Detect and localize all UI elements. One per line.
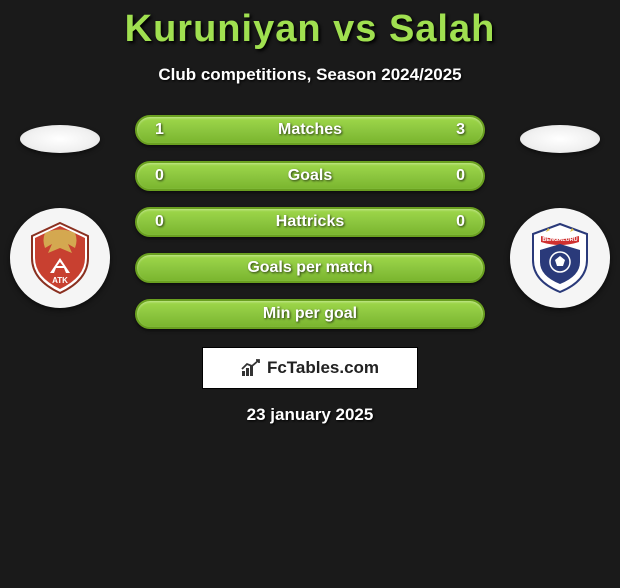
chart-icon: [241, 359, 261, 377]
svg-text:BENGALURU: BENGALURU: [542, 237, 577, 243]
comparison-panel: ATK BENGALURU 1 Matches 3 0 Goals: [0, 115, 620, 425]
page-title: Kuruniyan vs Salah: [0, 8, 620, 51]
stat-row-hattricks: 0 Hattricks 0: [135, 207, 485, 237]
stat-right-value: 0: [456, 167, 465, 185]
stat-row-goals-per-match: Goals per match: [135, 253, 485, 283]
stat-left-value: 0: [155, 167, 164, 185]
date-text: 23 january 2025: [247, 405, 374, 425]
bengaluru-badge-icon: BENGALURU: [520, 218, 600, 298]
stat-label: Goals: [288, 167, 332, 185]
team-badge-left: ATK: [10, 208, 110, 308]
atk-badge-icon: ATK: [20, 218, 100, 298]
stat-bars: 1 Matches 3 0 Goals 0 0 Hattricks 0 Goal…: [135, 115, 485, 329]
subtitle: Club competitions, Season 2024/2025: [0, 65, 620, 85]
player-left-oval: [20, 125, 100, 153]
attribution-text: FcTables.com: [267, 358, 379, 378]
stat-row-min-per-goal: Min per goal: [135, 299, 485, 329]
stat-label: Matches: [278, 121, 342, 139]
svg-text:ATK: ATK: [52, 276, 68, 285]
stat-left-value: 1: [155, 121, 164, 139]
stat-left-value: 0: [155, 213, 164, 231]
stat-right-value: 3: [456, 121, 465, 139]
player-left-column: ATK: [20, 125, 100, 308]
team-badge-right: BENGALURU: [510, 208, 610, 308]
stat-label: Hattricks: [276, 213, 344, 231]
stat-row-matches: 1 Matches 3: [135, 115, 485, 145]
stat-row-goals: 0 Goals 0: [135, 161, 485, 191]
attribution-box: FcTables.com: [202, 347, 418, 389]
player-right-oval: [520, 125, 600, 153]
player-right-column: BENGALURU: [520, 125, 600, 308]
stat-label: Goals per match: [247, 259, 372, 277]
stat-right-value: 0: [456, 213, 465, 231]
stat-label: Min per goal: [263, 305, 357, 323]
